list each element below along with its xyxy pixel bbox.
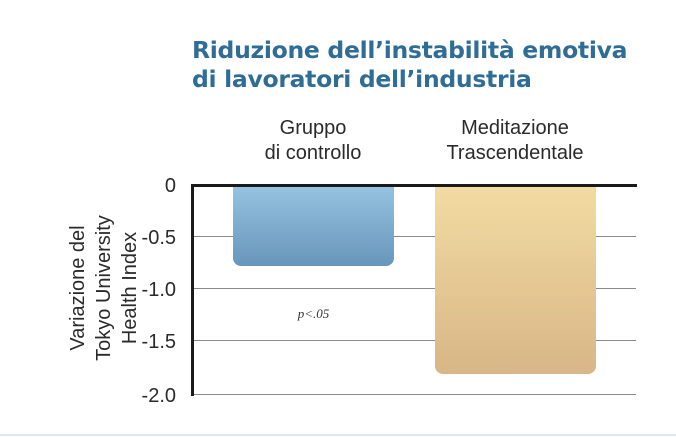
y-axis-line [191,184,194,396]
gridline-minus-2-0 [193,394,636,395]
category-label-tm: Meditazione Trascendentale [415,116,615,166]
bottom-divider [0,434,676,436]
y-tick-minus-1-5: -1.5 [141,331,176,353]
y-tick-0: 0 [164,175,176,197]
chart-title: Riduzione dell’instabilità emotiva di la… [192,36,662,94]
chart-title-line-2: di lavoratori dell’industria [192,65,532,93]
y-tick-minus-1-0: -1.0 [141,279,176,301]
category-label-control: Gruppo di controllo [213,116,413,166]
category-label-tm-line-2: Trascendentale [446,142,584,164]
gridline-minus-1-5 [193,340,636,341]
category-label-control-line-2: di controllo [264,142,362,164]
gridline-minus-1-0 [193,288,636,289]
zero-baseline [191,184,637,187]
gridline-minus-0-5 [193,236,636,237]
y-tick-minus-2-0: -2.0 [141,385,176,407]
bar-tm-group [435,186,596,374]
y-axis-label-line-1: Variazione del [67,225,89,351]
chart-title-line-1: Riduzione dell’instabilità emotiva [192,36,628,64]
bar-control-group [233,186,394,266]
y-tick-minus-0-5: -0.5 [141,227,176,249]
category-label-tm-line-1: Meditazione [461,117,569,139]
p-value-annotation: p<.05 [297,306,330,321]
category-label-control-line-1: Gruppo [279,117,347,139]
